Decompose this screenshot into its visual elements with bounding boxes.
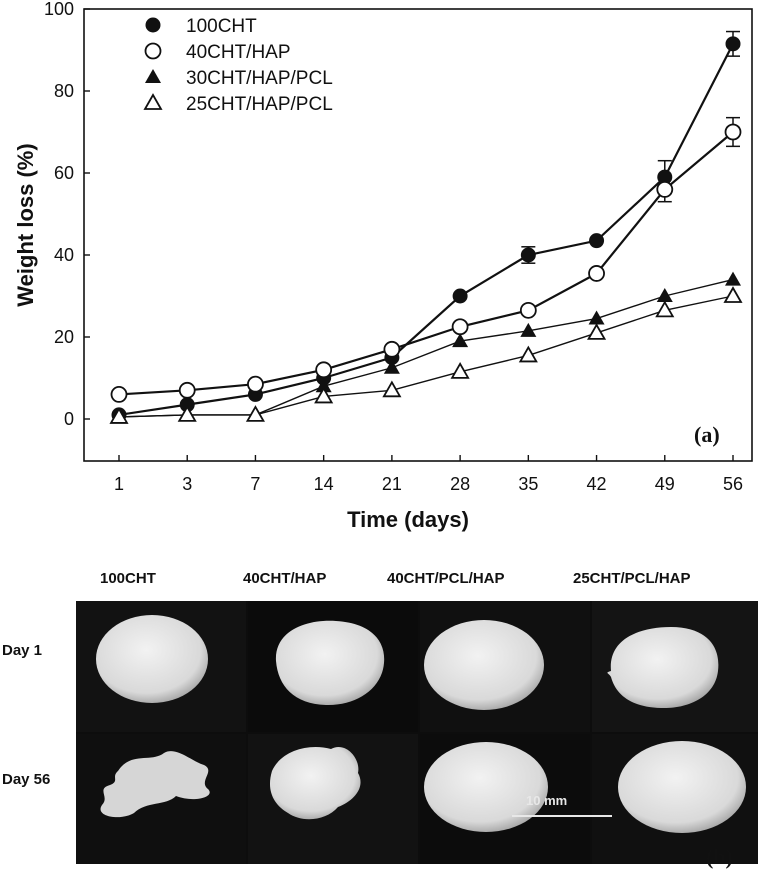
data-point xyxy=(315,378,332,393)
specimen-40cht-hap-day1 xyxy=(275,620,385,706)
data-point xyxy=(657,169,673,185)
legend-marker xyxy=(145,17,161,33)
data-point xyxy=(655,300,675,318)
data-point xyxy=(452,288,468,304)
plot-frame xyxy=(83,8,753,462)
data-point xyxy=(179,397,195,413)
data-point xyxy=(519,301,537,319)
specimen-100cht-day56 xyxy=(100,751,210,818)
x-tick-label: 7 xyxy=(250,474,260,494)
panel-label-a: (a) xyxy=(694,422,720,447)
y-axis-title: Weight loss (%) xyxy=(13,143,38,306)
data-point xyxy=(314,386,334,404)
column-label-1: 100CHT xyxy=(100,570,156,587)
data-point xyxy=(109,407,129,424)
data-point xyxy=(245,405,265,422)
data-point xyxy=(589,233,605,249)
data-point xyxy=(178,381,196,399)
legend-marker xyxy=(143,93,163,110)
data-point xyxy=(656,180,674,198)
specimen-25cht-pcl-hap-day56 xyxy=(618,741,746,833)
y-tick-label: 60 xyxy=(54,163,74,183)
x-axis-title: Time (days) xyxy=(347,507,469,532)
sample-photo-grid: 10 mm xyxy=(76,601,758,864)
data-point xyxy=(520,247,536,263)
data-point xyxy=(725,36,741,52)
data-point xyxy=(656,288,673,302)
specimen-40cht-pcl-hap-day56 xyxy=(424,742,548,832)
data-point xyxy=(587,323,607,340)
x-tick-label: 3 xyxy=(182,474,192,494)
data-point xyxy=(110,385,128,403)
data-point xyxy=(177,405,197,422)
data-point xyxy=(724,123,742,141)
y-tick-label: 0 xyxy=(64,409,74,429)
x-tick-label: 21 xyxy=(382,474,402,494)
legend-label: 40CHT/HAP xyxy=(186,42,291,63)
x-tick-label: 14 xyxy=(314,474,334,494)
scale-bar xyxy=(512,815,612,817)
series-line xyxy=(118,131,734,396)
series-line xyxy=(118,43,734,416)
data-point xyxy=(315,361,333,379)
photo-panel: 100CHT 40CHT/HAP 40CHT/PCL/HAP 25CHT/PCL… xyxy=(0,560,769,872)
legend-label: 100CHT xyxy=(186,16,257,37)
data-point xyxy=(725,271,741,286)
data-point xyxy=(247,375,264,393)
data-point xyxy=(382,380,402,398)
x-tick-label: 56 xyxy=(723,474,743,494)
data-point xyxy=(520,322,537,337)
scale-bar-label: 10 mm xyxy=(526,793,568,808)
data-point xyxy=(723,286,743,303)
x-tick-label: 1 xyxy=(114,474,124,494)
panel-label-b: (b) xyxy=(706,844,733,869)
data-point xyxy=(518,345,538,363)
legend-label: 25CHT/HAP/PCL xyxy=(186,94,333,115)
data-point xyxy=(451,318,469,336)
y-tick-label: 20 xyxy=(54,327,74,347)
data-point xyxy=(588,265,605,282)
legend-label: 30CHT/HAP/PCL xyxy=(186,68,333,89)
y-tick-label: 40 xyxy=(54,245,74,265)
specimen-40cht-pcl-hap-day1 xyxy=(424,620,544,710)
specimen-40cht-hap-day56 xyxy=(269,747,361,820)
x-tick-label: 42 xyxy=(587,474,607,494)
legend-marker xyxy=(145,69,161,83)
specimen-25cht-pcl-hap-day1 xyxy=(607,627,719,709)
row-label-day-1: Day 1 xyxy=(2,642,43,659)
column-label-3: 40CHT/PCL/HAP xyxy=(387,570,505,587)
data-point xyxy=(450,362,470,379)
legend-marker xyxy=(144,42,162,60)
y-tick-label: 100 xyxy=(44,0,74,19)
x-tick-label: 49 xyxy=(655,474,675,494)
x-tick-label: 35 xyxy=(518,474,538,494)
specimen-100cht-day1 xyxy=(96,615,208,703)
data-point xyxy=(452,333,469,348)
series-line xyxy=(118,295,734,418)
sample-specimens xyxy=(96,615,746,833)
data-point xyxy=(383,340,401,358)
row-label-day-56: Day 56 xyxy=(2,771,51,788)
column-label-2: 40CHT/HAP xyxy=(243,570,327,587)
x-tick-label: 28 xyxy=(450,474,470,494)
y-tick-label: 80 xyxy=(54,81,74,101)
series-line xyxy=(118,278,734,418)
column-label-4: 25CHT/PCL/HAP xyxy=(573,570,691,587)
data-point xyxy=(383,359,400,374)
data-point xyxy=(588,310,605,325)
weight-loss-chart: 0 20 40 60 80 100 1 3 7 14 21 28 35 42 49 56 Time (days)… xyxy=(13,0,753,532)
